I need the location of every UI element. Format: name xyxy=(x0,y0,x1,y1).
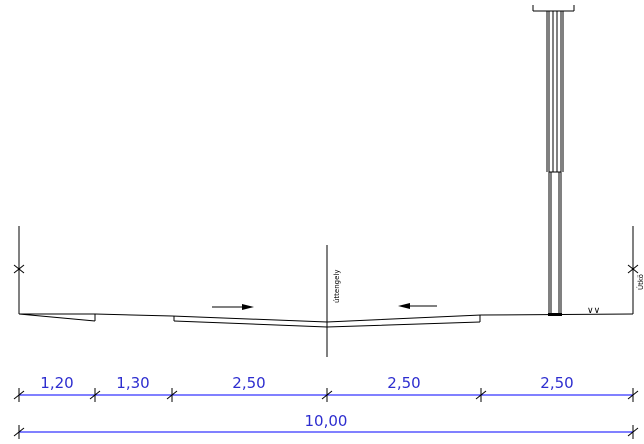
segment-dimension-label: 2,50 xyxy=(387,374,420,392)
segment-tick xyxy=(13,388,25,402)
segment-dimension-label: 2,50 xyxy=(540,374,573,392)
left-sidewalk-slab xyxy=(18,313,96,322)
road-axis-label: úttengely xyxy=(333,269,341,303)
lamp-post xyxy=(532,5,575,316)
segment-tick xyxy=(475,388,487,402)
right-slope-arrow xyxy=(398,303,437,309)
total-dimension-label: 10,00 xyxy=(305,412,348,430)
total-tick-left xyxy=(13,425,25,439)
total-tick-right xyxy=(627,425,639,439)
segment-tick xyxy=(627,388,639,402)
road-axis: úttengely xyxy=(326,245,341,357)
segment-tick xyxy=(89,388,101,402)
total-dimension: 10,00 xyxy=(13,412,639,439)
segment-tick xyxy=(166,388,178,402)
segment-dimension-label: 1,20 xyxy=(40,374,73,392)
grass-symbol: ∨∨ xyxy=(587,306,600,316)
left-slope-arrow xyxy=(212,304,254,310)
segment-dimension-label: 2,50 xyxy=(232,374,265,392)
left-boundary xyxy=(13,226,25,314)
right-boundary: Útkö xyxy=(627,226,644,314)
segment-tick xyxy=(321,388,333,402)
right-edge-label: Útkö xyxy=(636,274,644,290)
segment-dimension-label: 1,30 xyxy=(116,374,149,392)
segment-dimension-chain: 1,20 1,30 2,50 2,50 2,50 xyxy=(13,374,639,402)
